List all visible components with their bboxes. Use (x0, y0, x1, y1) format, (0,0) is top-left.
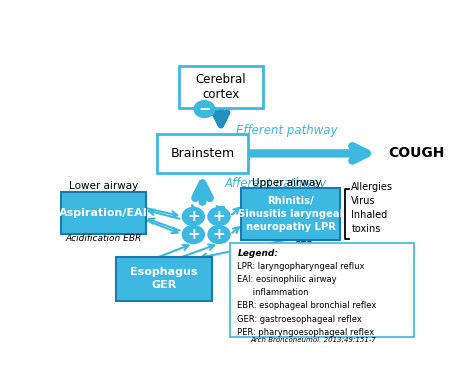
Text: Allergies
Virus
Inhaled
toxins: Allergies Virus Inhaled toxins (351, 182, 393, 234)
Text: +: + (213, 227, 226, 242)
Text: Esophagus
GER: Esophagus GER (130, 267, 198, 291)
Text: Legend:: Legend: (237, 248, 278, 258)
Text: GER: gastroesophageal reflex: GER: gastroesophageal reflex (237, 315, 362, 324)
Text: Afferent pathway: Afferent pathway (225, 177, 327, 190)
Text: +: + (213, 209, 226, 224)
FancyBboxPatch shape (61, 192, 146, 234)
Text: EBR: esophageal bronchial reflex: EBR: esophageal bronchial reflex (237, 301, 377, 310)
Text: PER: PER (294, 241, 313, 251)
Text: +: + (187, 209, 200, 224)
FancyBboxPatch shape (241, 188, 340, 241)
Circle shape (208, 225, 230, 243)
Text: Brainstem: Brainstem (171, 147, 235, 160)
FancyBboxPatch shape (156, 134, 248, 173)
Text: Acidification EBR: Acidification EBR (65, 234, 141, 243)
Text: Cerebral
cortex: Cerebral cortex (196, 73, 246, 101)
Text: Upper airway: Upper airway (252, 179, 322, 188)
Text: EAI: eosinophilic airway: EAI: eosinophilic airway (237, 275, 337, 284)
Text: inflammation: inflammation (237, 288, 309, 297)
Text: COUGH: COUGH (388, 146, 445, 160)
Text: Arch Bronconeumol. 2013;49:151-7: Arch Bronconeumol. 2013;49:151-7 (250, 337, 376, 342)
Text: LPR: laryngopharyngeal reflux: LPR: laryngopharyngeal reflux (237, 262, 365, 271)
Text: Efferent pathway: Efferent pathway (236, 124, 338, 137)
Circle shape (208, 207, 230, 225)
Text: Aspiration/EAI: Aspiration/EAI (59, 209, 148, 218)
Text: +: + (187, 227, 200, 242)
Text: Rhinitis/
Sinusitis laryngeal
neuropathy LPR: Rhinitis/ Sinusitis laryngeal neuropathy… (238, 196, 343, 232)
FancyBboxPatch shape (179, 66, 263, 108)
FancyBboxPatch shape (230, 243, 414, 337)
Text: PER: pharyngoesophageal reflex: PER: pharyngoesophageal reflex (237, 328, 374, 337)
Circle shape (194, 101, 215, 117)
Circle shape (182, 225, 204, 243)
FancyBboxPatch shape (116, 257, 212, 301)
Text: −: − (198, 102, 211, 117)
Text: Lower airway: Lower airway (69, 181, 138, 191)
Circle shape (182, 207, 204, 225)
